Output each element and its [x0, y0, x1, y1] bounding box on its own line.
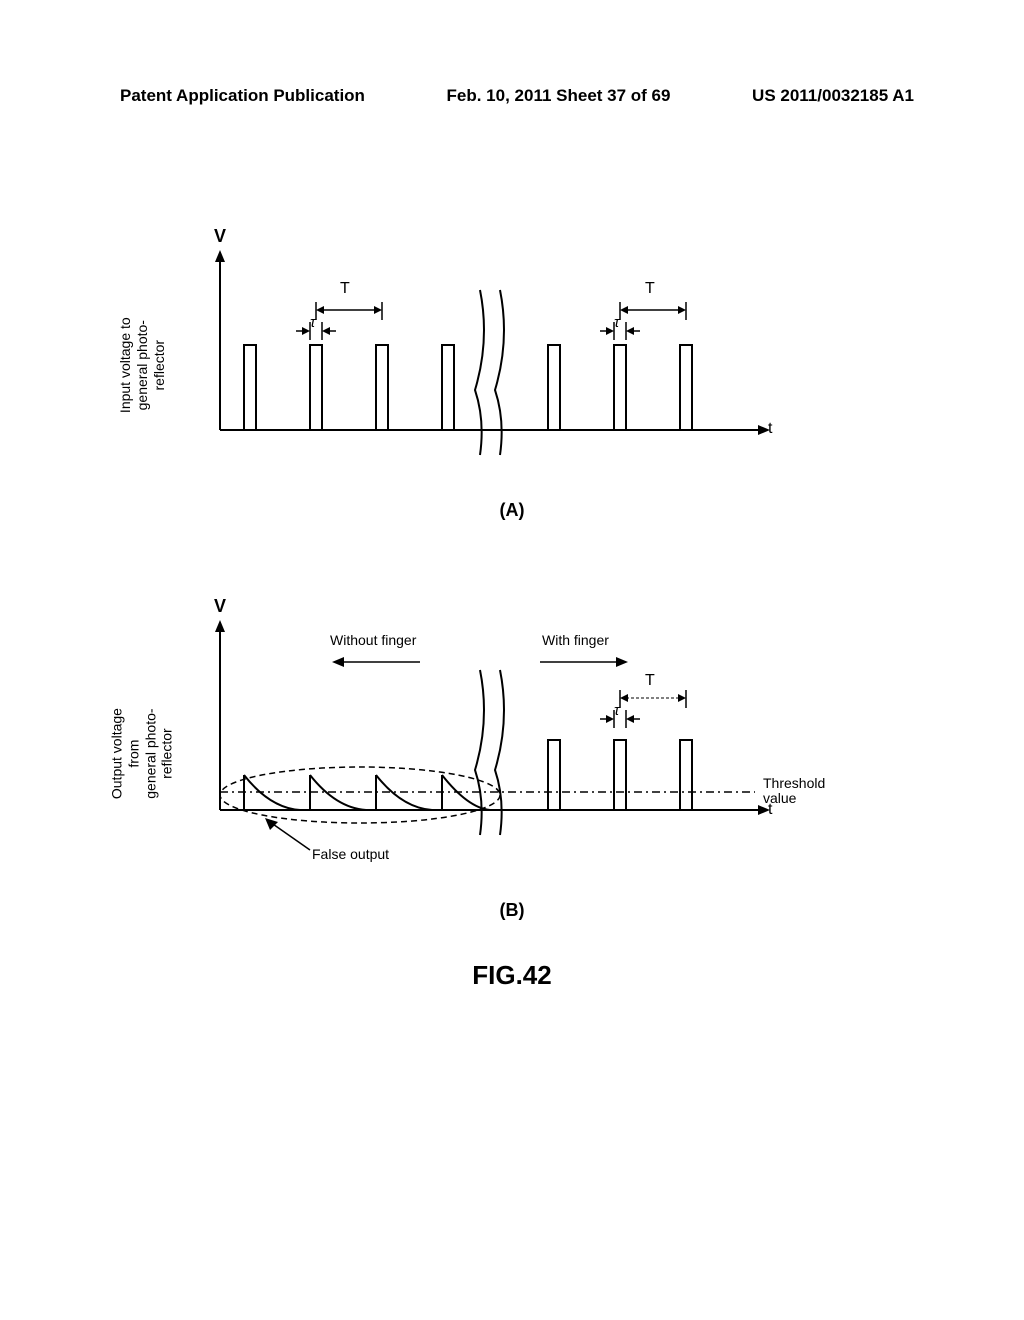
figB-false-output: False output	[312, 846, 389, 862]
figA-sub-label: (A)	[0, 500, 1024, 521]
header-center: Feb. 10, 2011 Sheet 37 of 69	[447, 86, 671, 106]
figA-tau-right: τ	[614, 314, 620, 331]
figB-with-finger: With finger	[542, 632, 609, 648]
header-right: US 2011/0032185 A1	[752, 86, 914, 106]
figA-t-label: t	[768, 420, 772, 438]
figB-without-finger: Without finger	[330, 632, 416, 648]
figB-T: T	[645, 672, 655, 690]
header-left: Patent Application Publication	[120, 86, 365, 106]
figB-v-label: V	[214, 596, 226, 617]
figA-v-label: V	[214, 226, 226, 247]
figA-T-left: T	[340, 280, 350, 298]
figA-T-right: T	[645, 280, 655, 298]
figure-b-container: Output voltage from general photo-reflec…	[170, 590, 810, 880]
figA-y-axis-label: Input voltage to general photo-reflector	[117, 315, 167, 415]
figB-t-label: t	[768, 801, 772, 819]
figB-sub-label: (B)	[0, 900, 1024, 921]
patent-header: Patent Application Publication Feb. 10, …	[0, 86, 1024, 106]
figB-tau: τ	[614, 702, 620, 719]
figure-number-label: FIG.42	[0, 960, 1024, 991]
figure-a-container: Input voltage to general photo-reflector	[170, 220, 810, 490]
figA-tau-left: τ	[310, 314, 316, 331]
figB-svg	[170, 590, 870, 880]
figA-svg	[170, 220, 810, 490]
figB-y-axis-label: Output voltage from general photo-reflec…	[108, 704, 175, 804]
